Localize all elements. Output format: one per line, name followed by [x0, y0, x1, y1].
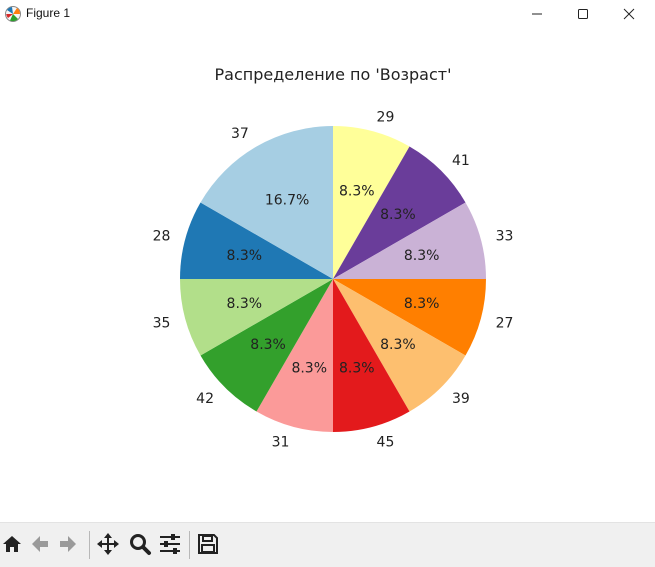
- toolbar-separator: [189, 531, 190, 559]
- window-titlebar: Figure 1: [0, 0, 655, 28]
- pie-percent-label: 8.3%: [380, 207, 416, 223]
- close-icon: [623, 8, 635, 20]
- chart-title: Распределение по 'Возраст': [215, 65, 452, 84]
- pie-label-41: 41: [452, 153, 470, 169]
- pie-percent-label: 8.3%: [250, 337, 286, 353]
- pie-percent-label: 8.3%: [291, 361, 327, 377]
- save-icon: [198, 534, 218, 554]
- pie-percent-label: 8.3%: [380, 337, 416, 353]
- pan-button[interactable]: [96, 532, 120, 556]
- figure-canvas[interactable]: Распределение по 'Возраст' 29 8.3% 41 8.3% 3…: [0, 28, 655, 522]
- pie-chart: Распределение по 'Возраст' 29 8.3% 41 8.3% 3…: [153, 65, 514, 451]
- pie-percent-label: 8.3%: [227, 296, 263, 312]
- pie-slice-28: [180, 202, 333, 279]
- minimize-icon: [532, 13, 542, 15]
- pie-slice-45: [333, 279, 410, 432]
- pie-label-45: 45: [377, 435, 395, 451]
- pan-icon: [97, 533, 119, 555]
- matplotlib-app-icon: [4, 5, 22, 23]
- pie-slice-33: [333, 202, 486, 279]
- pie-percent-label: 8.3%: [227, 248, 263, 264]
- subplots-config-button[interactable]: [158, 532, 182, 556]
- back-button[interactable]: [28, 532, 52, 556]
- zoom-icon: [130, 534, 151, 555]
- pie-percent-label: 16.7%: [265, 192, 309, 208]
- pie-label-27: 27: [496, 316, 514, 332]
- home-button[interactable]: [0, 532, 24, 556]
- pie-slices: [180, 126, 486, 432]
- pie-slice-41: [333, 146, 466, 279]
- back-arrow-icon: [32, 536, 48, 552]
- close-button[interactable]: [606, 0, 652, 28]
- pie-slice-35: [180, 279, 333, 356]
- pie-label-31: 31: [272, 435, 290, 451]
- maximize-button[interactable]: [560, 0, 606, 28]
- forward-arrow-icon: [60, 536, 76, 552]
- toolbar-separator: [89, 531, 90, 559]
- pie-slice-31: [256, 279, 333, 432]
- window-title: Figure 1: [26, 6, 71, 20]
- pie-label-42: 42: [196, 391, 214, 407]
- pie-label-35: 35: [153, 316, 171, 332]
- pie-label-39: 39: [452, 391, 470, 407]
- pie-label-29: 29: [377, 109, 395, 125]
- pie-label-37: 37: [231, 126, 249, 142]
- save-button[interactable]: [196, 532, 220, 556]
- pie-percent-label: 8.3%: [339, 361, 375, 377]
- pie-labels: 29 8.3% 41 8.3% 33 8.3% 27 8.3% 39 8.3% 45 8.3% 31 8.…: [153, 109, 514, 450]
- navigation-toolbar: [0, 522, 655, 567]
- pie-slice-39: [333, 279, 466, 412]
- pie-percent-label: 8.3%: [339, 183, 375, 199]
- home-icon: [3, 536, 21, 552]
- pie-label-28: 28: [153, 228, 171, 244]
- pie-label-33: 33: [496, 228, 514, 244]
- pie-slice-37: [200, 126, 333, 279]
- pie-slice-27: [333, 279, 486, 356]
- pie-percent-label: 8.3%: [404, 248, 440, 264]
- forward-button[interactable]: [56, 532, 80, 556]
- pie-slice-42: [200, 279, 333, 412]
- pie-percent-label: 8.3%: [404, 296, 440, 312]
- maximize-icon: [578, 9, 588, 19]
- zoom-button[interactable]: [128, 532, 152, 556]
- pie-slice-29: [333, 126, 410, 279]
- minimize-button[interactable]: [514, 0, 560, 28]
- subplots-config-icon: [160, 534, 180, 554]
